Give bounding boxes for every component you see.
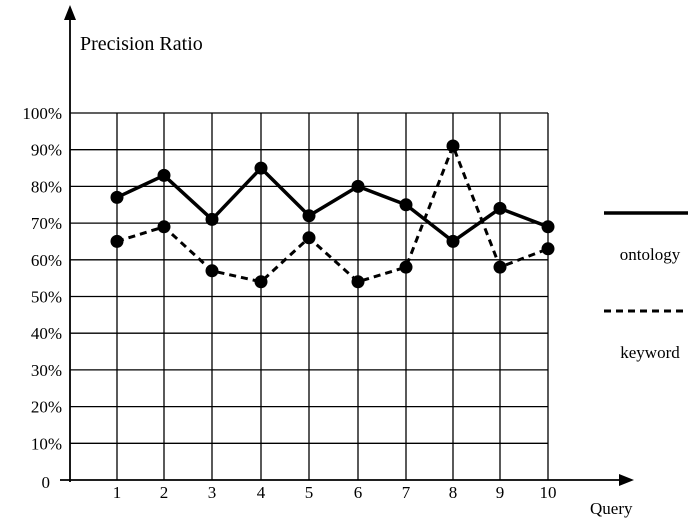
x-tick-label: 5 [305, 483, 314, 502]
y-tick-label: 30% [31, 361, 62, 380]
data-point-ontology [110, 190, 124, 204]
origin-label: 0 [42, 473, 51, 492]
data-point-ontology [493, 201, 507, 215]
data-point-ontology [446, 234, 460, 248]
data-point-ontology [254, 161, 268, 175]
x-tick-label: 10 [540, 483, 557, 502]
x-tick-label: 3 [208, 483, 217, 502]
y-tick-label: 40% [31, 324, 62, 343]
grid [70, 112, 549, 480]
x-tick-label: 8 [449, 483, 458, 502]
tick-labels: 10% 20% 30% 40% 50% 60% 70% 80% 90% 100% 1 2 3 4 5 6 7 8 9… [22, 104, 556, 502]
x-tick-label: 2 [160, 483, 169, 502]
x-tick-label: 1 [113, 483, 122, 502]
axes [60, 5, 634, 486]
y-tick-label: 60% [31, 251, 62, 270]
data-point-ontology [399, 198, 413, 212]
series-keyword [110, 139, 555, 289]
y-tick-label: 50% [31, 288, 62, 307]
data-point-keyword [399, 260, 413, 274]
series-ontology [110, 161, 555, 248]
x-tick-label: 4 [257, 483, 266, 502]
x-tick-label: 9 [496, 483, 505, 502]
y-tick-label: 70% [31, 214, 62, 233]
series-line-ontology [116, 166, 549, 244]
x-axis-arrow [619, 474, 634, 486]
series-layer [110, 139, 555, 289]
data-point-keyword [254, 275, 268, 289]
x-tick-label: 6 [354, 483, 363, 502]
data-point-keyword [110, 234, 124, 248]
data-point-keyword [541, 242, 555, 256]
data-point-keyword [493, 260, 507, 274]
legend-label-keyword: keyword [620, 343, 680, 362]
y-tick-label: 20% [31, 398, 62, 417]
data-point-ontology [205, 212, 219, 226]
x-tick-label: 7 [402, 483, 411, 502]
y-tick-label: 80% [31, 177, 62, 196]
x-axis-title: Query [590, 499, 633, 518]
data-point-keyword [205, 264, 219, 278]
data-point-keyword [302, 231, 316, 245]
y-tick-label: 100% [22, 104, 62, 123]
y-tick-label: 10% [31, 434, 62, 453]
series-line-keyword [116, 144, 549, 284]
legend: ontology keyword [604, 211, 688, 362]
y-axis-arrow [64, 5, 76, 20]
data-point-keyword [157, 220, 171, 234]
data-point-keyword [446, 139, 460, 153]
data-point-ontology [351, 179, 365, 193]
y-axis-title: Precision Ratio [80, 33, 203, 55]
legend-label-ontology: ontology [620, 245, 681, 264]
data-point-ontology [302, 209, 316, 223]
data-point-ontology [157, 168, 171, 182]
data-point-keyword [351, 275, 365, 289]
data-point-ontology [541, 220, 555, 234]
y-tick-label: 90% [31, 141, 62, 160]
